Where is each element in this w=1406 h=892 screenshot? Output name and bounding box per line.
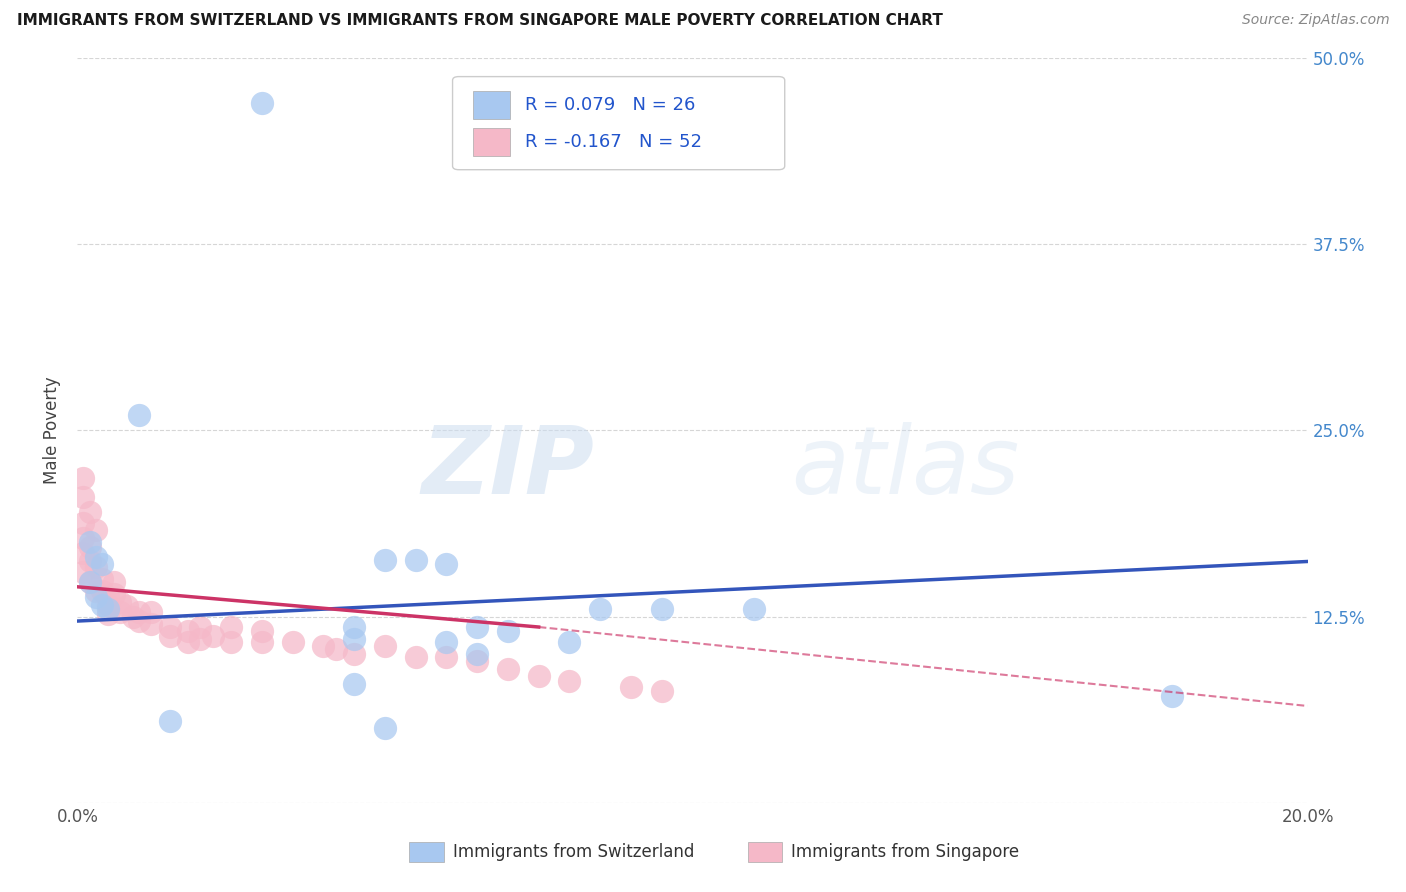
FancyBboxPatch shape [474, 128, 510, 156]
Point [250, 624, 273, 639]
Point [177, 624, 200, 639]
Point [84, 549, 107, 564]
Point [72, 531, 94, 545]
FancyBboxPatch shape [409, 841, 444, 863]
Point [281, 635, 304, 649]
FancyBboxPatch shape [474, 91, 510, 119]
Point [72, 491, 94, 505]
Point [79, 505, 101, 519]
Point [465, 654, 488, 668]
Point [128, 605, 150, 619]
Text: Immigrants from Singapore: Immigrants from Singapore [792, 843, 1019, 861]
Point [79, 575, 101, 590]
Text: Source: ZipAtlas.com: Source: ZipAtlas.com [1241, 13, 1389, 28]
Point [90, 558, 114, 572]
Point [141, 617, 163, 632]
Point [97, 602, 120, 616]
Point [84, 584, 107, 599]
Point [219, 635, 242, 649]
Point [465, 620, 488, 634]
Point [90, 584, 114, 599]
Point [110, 595, 132, 609]
Point [405, 649, 427, 664]
Point [159, 629, 181, 643]
Point [436, 649, 458, 664]
Point [97, 591, 120, 605]
Point [742, 602, 765, 616]
Point [72, 471, 94, 485]
Point [527, 669, 550, 683]
Point [79, 554, 101, 568]
Point [343, 632, 366, 646]
Text: IMMIGRANTS FROM SWITZERLAND VS IMMIGRANTS FROM SINGAPORE MALE POVERTY CORRELATIO: IMMIGRANTS FROM SWITZERLAND VS IMMIGRANT… [17, 13, 943, 29]
Point [651, 602, 673, 616]
Point [72, 516, 94, 530]
Point [405, 553, 427, 567]
Point [374, 721, 396, 735]
Text: ZIP: ZIP [422, 422, 595, 514]
Point [84, 523, 107, 537]
Point [558, 673, 581, 688]
Point [177, 635, 200, 649]
Point [84, 591, 107, 605]
Point [325, 642, 347, 657]
Point [312, 640, 335, 654]
FancyBboxPatch shape [748, 841, 782, 863]
Point [128, 614, 150, 628]
Point [90, 598, 114, 612]
Point [374, 553, 396, 567]
Text: atlas: atlas [792, 422, 1019, 513]
Point [496, 624, 519, 639]
Point [558, 635, 581, 649]
Point [79, 540, 101, 554]
Point [159, 714, 181, 728]
Text: Immigrants from Switzerland: Immigrants from Switzerland [453, 843, 695, 861]
Point [374, 640, 396, 654]
Point [250, 95, 273, 110]
Point [620, 680, 643, 694]
Point [72, 545, 94, 559]
Point [159, 620, 181, 634]
Point [465, 647, 488, 661]
Y-axis label: Male Poverty: Male Poverty [44, 376, 62, 484]
Point [103, 587, 125, 601]
Point [343, 647, 366, 661]
Point [188, 620, 212, 634]
Point [97, 607, 120, 621]
Point [110, 605, 132, 619]
Point [343, 620, 366, 634]
Text: R = 0.079   N = 26: R = 0.079 N = 26 [526, 96, 696, 114]
Point [436, 558, 458, 572]
Point [589, 602, 612, 616]
Point [188, 632, 212, 646]
Point [79, 535, 101, 549]
Point [201, 629, 224, 643]
Point [496, 662, 519, 676]
Point [219, 620, 242, 634]
Point [79, 575, 101, 590]
Point [103, 575, 125, 590]
Point [90, 573, 114, 587]
Point [84, 560, 107, 574]
Text: R = -0.167   N = 52: R = -0.167 N = 52 [526, 133, 702, 151]
Point [115, 599, 138, 614]
Point [343, 676, 366, 690]
FancyBboxPatch shape [453, 77, 785, 169]
Point [121, 609, 143, 624]
Point [250, 635, 273, 649]
Point [141, 605, 163, 619]
Point [1161, 689, 1184, 703]
Point [128, 409, 150, 423]
Point [436, 635, 458, 649]
Point [97, 598, 120, 612]
Point [72, 565, 94, 579]
Point [651, 684, 673, 698]
